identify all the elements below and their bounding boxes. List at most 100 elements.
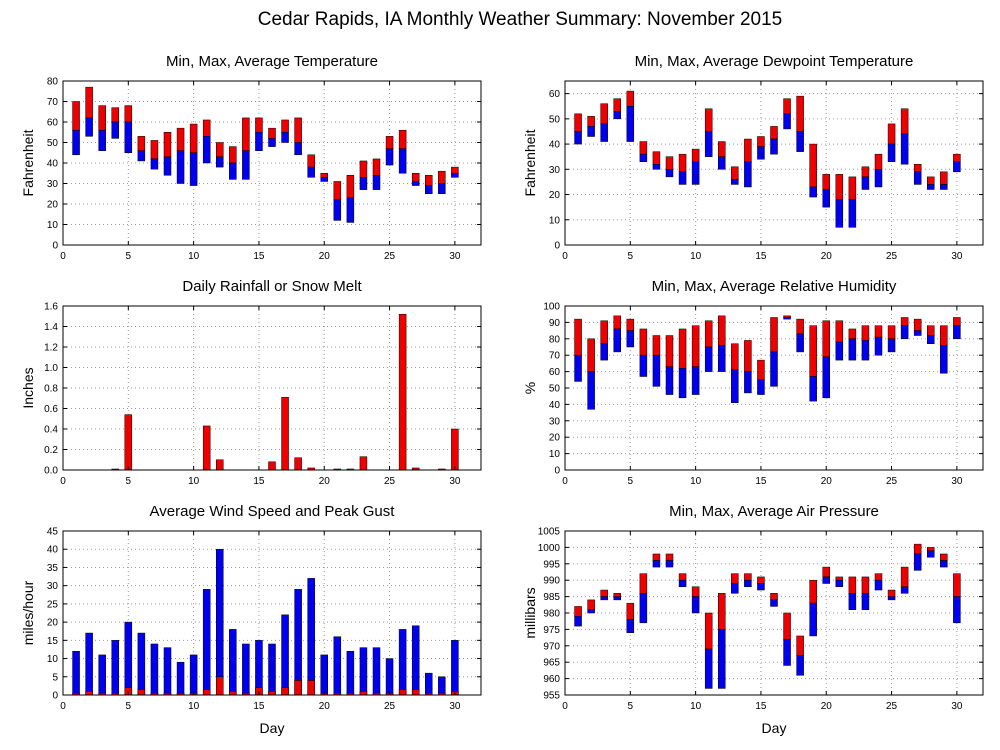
- bar-min-segment: [385, 148, 394, 166]
- y-tick-label: 20: [47, 200, 59, 211]
- bar-max-segment: [189, 123, 198, 154]
- bar-min-segment: [678, 579, 687, 588]
- bar-min-segment: [600, 596, 608, 601]
- bar-max-segment: [229, 146, 237, 164]
- bar-min-segment: [848, 593, 857, 610]
- bar-max-segment: [770, 317, 778, 353]
- bar-min-segment: [900, 586, 909, 594]
- bar-max-segment: [848, 576, 857, 594]
- gust-bar: [307, 578, 315, 696]
- gust-bar: [216, 548, 224, 696]
- rain-bar: [281, 396, 289, 471]
- y-tick-label: 10: [47, 220, 59, 231]
- bar-max-segment: [678, 328, 687, 369]
- bar-min-segment: [848, 199, 857, 228]
- bar-min-segment: [626, 330, 635, 348]
- bar-min-segment: [678, 368, 687, 399]
- bar-min-segment: [770, 351, 778, 387]
- bar-max-segment: [718, 315, 726, 346]
- bar-min-segment: [796, 131, 804, 152]
- bar-max-segment: [451, 166, 459, 174]
- bar-max-segment: [216, 142, 224, 158]
- bar-min-segment: [691, 366, 700, 395]
- gust-bar: [372, 647, 381, 696]
- x-tick-label: 15: [755, 701, 767, 712]
- gust-bar: [202, 589, 211, 696]
- average-wind-bar: [202, 689, 211, 696]
- y-tick-label: 70: [47, 97, 59, 108]
- bar-max-segment: [176, 127, 185, 151]
- bar-min-segment: [704, 346, 713, 372]
- panel-title: Min, Max, Average Relative Humidity: [652, 278, 897, 295]
- bar-max-segment: [98, 105, 106, 131]
- bar-min-segment: [652, 560, 661, 568]
- rain-bar: [359, 456, 368, 471]
- y-tick-label: 40: [549, 400, 561, 411]
- bar-max-segment: [809, 143, 817, 188]
- bar-min-segment: [731, 369, 739, 404]
- x-tick-label: 25: [886, 476, 898, 487]
- bar-max-segment: [822, 320, 830, 358]
- bar-max-segment: [887, 589, 896, 597]
- bar-min-segment: [757, 146, 765, 160]
- plot-frame: [62, 530, 482, 696]
- bar-min-segment: [587, 126, 595, 137]
- gust-bar: [425, 672, 433, 696]
- bar-min-segment: [150, 158, 159, 170]
- bar-min-segment: [848, 338, 857, 361]
- y-tick-label: 1.6: [44, 302, 58, 313]
- bar-max-segment: [639, 141, 648, 155]
- gust-bar: [163, 647, 172, 696]
- bar-min-segment: [718, 156, 726, 170]
- y-tick-label: 0.4: [44, 425, 58, 436]
- bar-min-segment: [783, 317, 791, 320]
- x-tick-label: 25: [886, 701, 898, 712]
- y-axis-label: millibars: [522, 587, 538, 638]
- gust-bar: [189, 654, 198, 696]
- bar-min-segment: [111, 121, 119, 139]
- x-tick-label: 10: [188, 701, 200, 712]
- gust-bar: [176, 661, 185, 696]
- bar-max-segment: [822, 566, 830, 578]
- y-axis-label: Fahrenheit: [522, 129, 538, 196]
- y-tick-label: 10: [549, 215, 561, 226]
- bar-max-segment: [940, 553, 948, 561]
- bar-min-segment: [718, 629, 726, 689]
- bar-max-segment: [900, 108, 909, 135]
- bar-max-segment: [704, 612, 713, 650]
- x-tick-label: 5: [126, 701, 132, 712]
- y-tick-label: 40: [47, 159, 59, 170]
- bar-max-segment: [835, 174, 844, 200]
- gust-bar: [346, 651, 355, 696]
- bar-min-segment: [757, 583, 765, 591]
- bar-max-segment: [835, 576, 844, 581]
- y-tick-label: 970: [543, 641, 560, 652]
- y-tick-label: 975: [543, 625, 560, 636]
- y-tick-label: 40: [47, 545, 59, 556]
- bar-max-segment: [691, 148, 700, 162]
- bar-min-segment: [281, 132, 289, 143]
- gust-bar: [281, 614, 289, 696]
- rain-bar: [451, 428, 459, 471]
- gust-bar: [111, 640, 119, 696]
- x-tick-label: 20: [821, 251, 833, 262]
- bar-max-segment: [874, 573, 883, 581]
- bar-min-segment: [809, 186, 817, 198]
- x-tick-label: 20: [319, 251, 331, 262]
- x-tick-label: 30: [951, 476, 963, 487]
- bar-max-segment: [848, 176, 857, 200]
- bar-min-segment: [861, 340, 870, 361]
- bar-min-segment: [691, 161, 700, 185]
- gust-bar: [124, 621, 133, 696]
- y-tick-label: 40: [549, 140, 561, 151]
- y-tick-label: 5: [52, 672, 58, 683]
- bar-max-segment: [900, 317, 909, 326]
- average-wind-bar: [137, 689, 146, 696]
- bar-min-segment: [320, 177, 328, 182]
- bar-max-segment: [704, 108, 713, 132]
- bar-min-segment: [242, 150, 250, 180]
- average-wind-bar: [268, 691, 276, 696]
- bar-max-segment: [574, 606, 582, 617]
